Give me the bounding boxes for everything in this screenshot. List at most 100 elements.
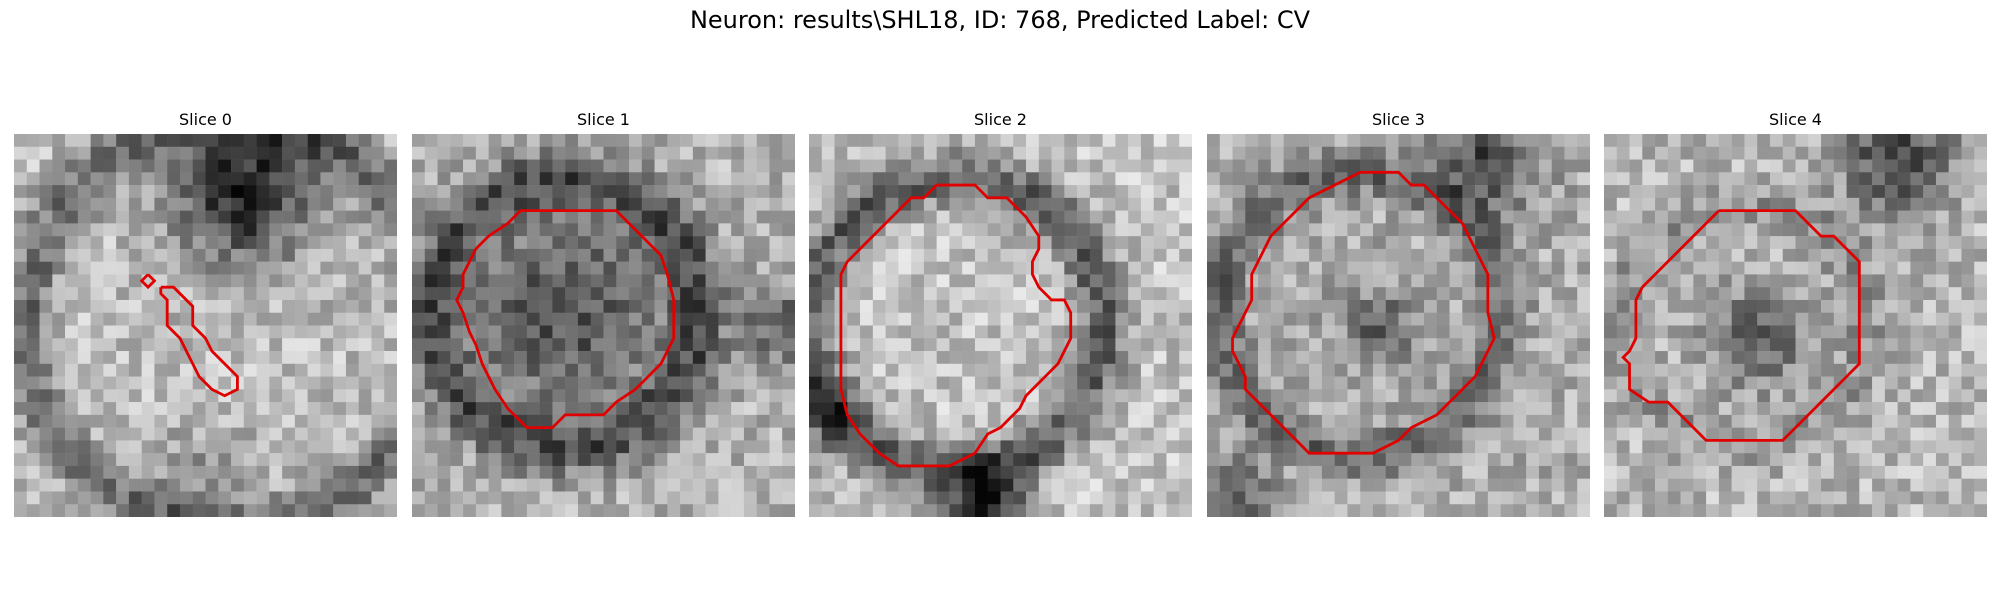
pixel [936, 274, 950, 288]
pixel [680, 299, 694, 313]
pixel [1207, 338, 1221, 352]
pixel [475, 299, 489, 313]
figure-title: Neuron: results\SHL18, ID: 768, Predicte… [689, 6, 1311, 34]
pixel [1846, 440, 1860, 454]
pixel [1859, 440, 1873, 454]
pixel [821, 478, 835, 492]
pixel [167, 453, 181, 467]
pixel [1372, 351, 1386, 365]
pixel [1923, 287, 1937, 301]
pixel [167, 363, 181, 377]
pixel [77, 185, 91, 199]
pixel [705, 465, 719, 479]
pixel [501, 478, 515, 492]
pixel [962, 427, 976, 441]
pixel [14, 159, 28, 173]
pixel [358, 376, 372, 390]
pixel [231, 338, 245, 352]
pixel [179, 261, 193, 275]
pixel [192, 312, 206, 326]
pixel [936, 427, 950, 441]
pixel [77, 223, 91, 237]
pixel [616, 351, 630, 365]
pixel [1102, 414, 1116, 428]
pixel [1128, 427, 1142, 441]
pixel [885, 465, 899, 479]
pixel [345, 299, 359, 313]
pixel [885, 389, 899, 403]
pixel [1051, 172, 1065, 186]
pixel [847, 236, 861, 250]
pixel [1334, 478, 1348, 492]
pixel [26, 185, 40, 199]
pixel [539, 261, 553, 275]
pixel [1833, 389, 1847, 403]
pixel [256, 134, 270, 148]
pixel [1347, 236, 1361, 250]
pixel [218, 248, 232, 262]
pixel [1884, 465, 1898, 479]
pixel [885, 351, 899, 365]
pixel [1872, 172, 1886, 186]
pixel [1655, 236, 1669, 250]
pixel [358, 453, 372, 467]
pixel [769, 504, 783, 517]
pixel [1372, 197, 1386, 211]
pixel [282, 210, 296, 224]
pixel [539, 325, 553, 339]
pixel [667, 478, 681, 492]
pixel [667, 223, 681, 237]
pixel [1360, 134, 1374, 148]
pixel [1782, 223, 1796, 237]
pixel [1538, 274, 1552, 288]
pixel [103, 236, 117, 250]
pixel [821, 287, 835, 301]
pixel [782, 376, 795, 390]
pixel [1897, 427, 1911, 441]
pixel [1309, 414, 1323, 428]
pixel [1449, 172, 1463, 186]
pixel [1449, 185, 1463, 199]
pixel [243, 491, 257, 505]
pixel [1782, 376, 1796, 390]
pixel [1258, 261, 1272, 275]
pixel [552, 376, 566, 390]
pixel [1077, 299, 1091, 313]
pixel [565, 299, 579, 313]
pixel [437, 287, 451, 301]
pixel [1309, 299, 1323, 313]
pixel [629, 453, 643, 467]
pixel [1128, 414, 1142, 428]
pixel [1731, 185, 1745, 199]
pixel [1513, 274, 1527, 288]
pixel [962, 236, 976, 250]
pixel [103, 414, 117, 428]
pixel [847, 172, 861, 186]
pixel [1616, 299, 1630, 313]
pixel [320, 159, 334, 173]
pixel [192, 134, 206, 148]
pixel [692, 376, 706, 390]
pixel [256, 185, 270, 199]
pixel [77, 325, 91, 339]
pixel [1642, 287, 1656, 301]
pixel [103, 465, 117, 479]
pixel [1436, 453, 1450, 467]
pixel [1961, 491, 1975, 505]
pixel [1846, 376, 1860, 390]
pixel [1833, 363, 1847, 377]
slice-title: Slice 3 [1372, 110, 1425, 129]
pixel [705, 491, 719, 505]
pixel [1411, 236, 1425, 250]
pixel [1462, 440, 1476, 454]
pixel [1140, 185, 1154, 199]
pixel [488, 159, 502, 173]
pixel [1385, 351, 1399, 365]
pixel [987, 440, 1001, 454]
pixel [371, 453, 385, 467]
pixel [616, 491, 630, 505]
pixel [1872, 389, 1886, 403]
pixel [962, 146, 976, 160]
pixel [1680, 504, 1694, 517]
pixel [680, 325, 694, 339]
